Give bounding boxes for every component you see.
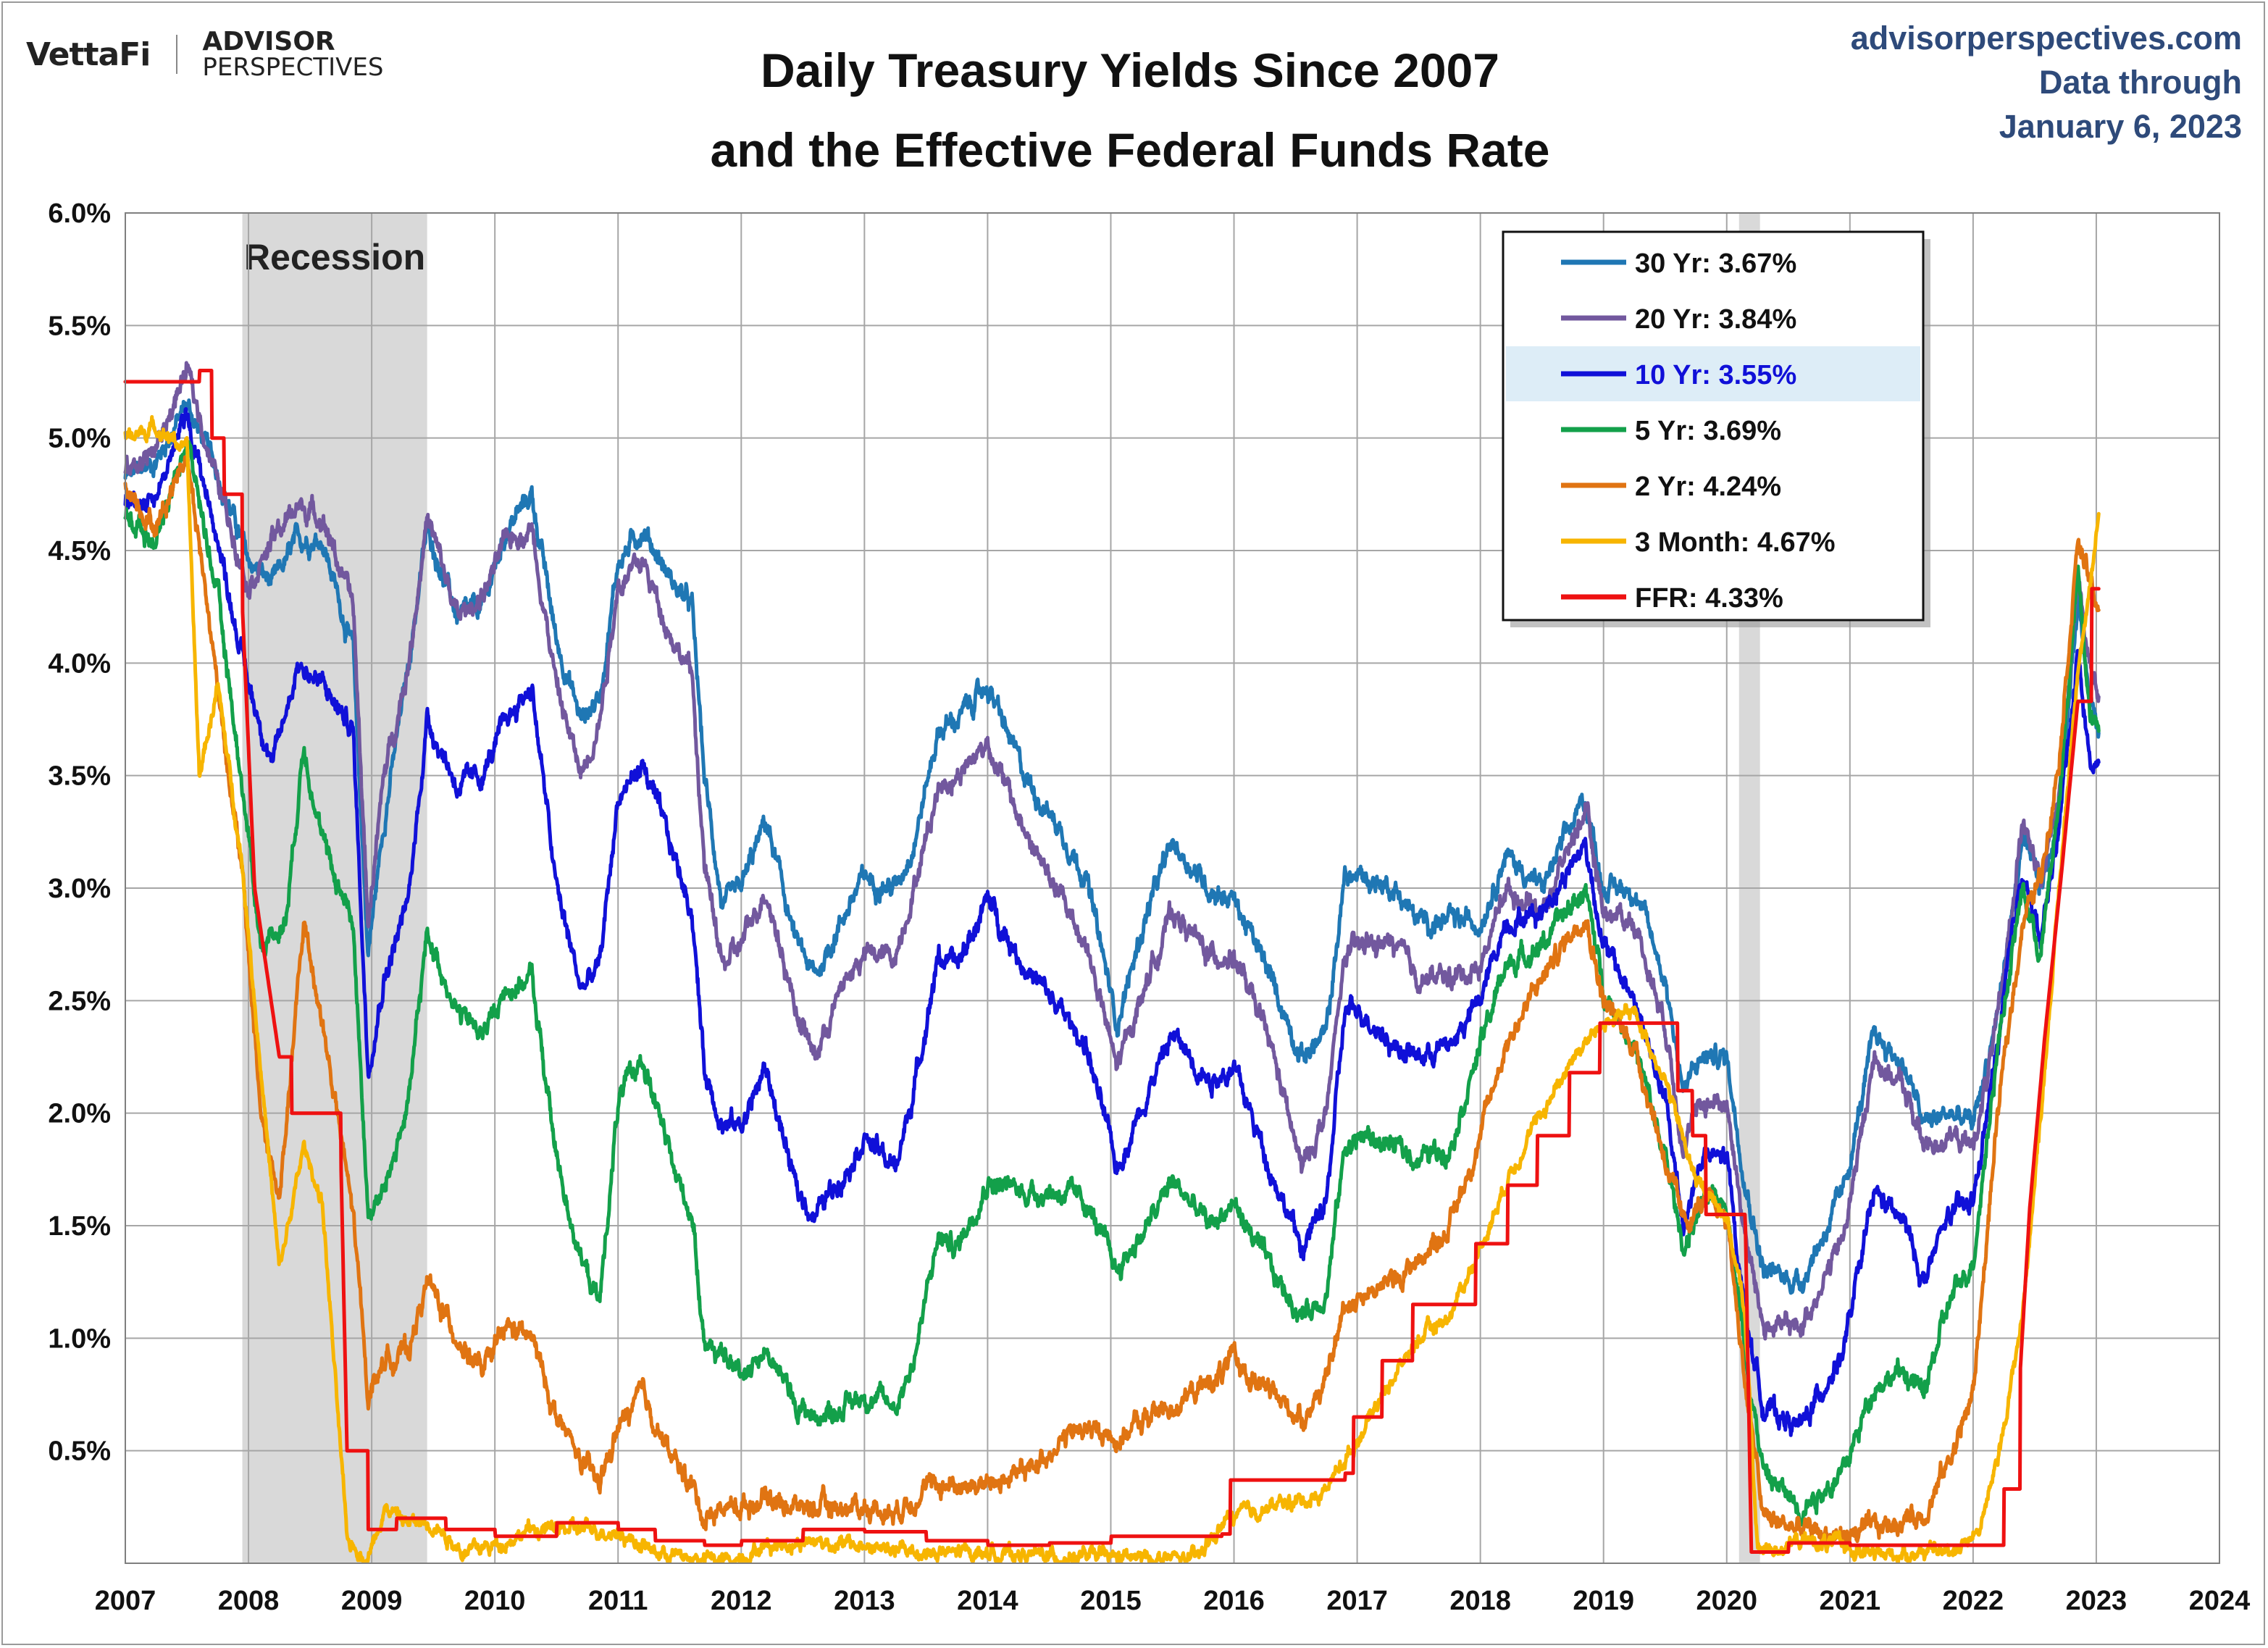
- x-tick-label: 2020: [1696, 1586, 1757, 1616]
- series-line-2-yr: [123, 454, 2101, 1546]
- source-date: January 6, 2023: [1999, 108, 2242, 145]
- y-tick-label: 4.0%: [48, 648, 111, 679]
- y-tick-label: 3.0%: [48, 874, 111, 904]
- vettafi-logo: VettaFi ADVISOR PERSPECTIVES: [26, 29, 383, 80]
- x-tick-label: 2017: [1326, 1586, 1388, 1616]
- x-tick-label: 2012: [711, 1586, 772, 1616]
- advisor-perspectives-wordmark: ADVISOR PERSPECTIVES: [202, 29, 383, 80]
- y-tick-label: 2.5%: [48, 986, 111, 1016]
- legend-label: 20 Yr: 3.84%: [1635, 304, 1796, 335]
- legend-label: FFR: 4.33%: [1635, 583, 1783, 614]
- chart-title: Daily Treasury Yields Since 2007 and the…: [579, 30, 1681, 190]
- y-tick-label: 2.0%: [48, 1099, 111, 1129]
- x-tick-label: 2022: [1943, 1586, 2004, 1616]
- series-line-20-yr: [123, 361, 2101, 1341]
- x-tick-label: 2014: [957, 1586, 1018, 1616]
- x-tick-label: 2007: [95, 1586, 156, 1616]
- legend-box: [1502, 230, 1925, 622]
- x-tick-label: 2018: [1449, 1586, 1511, 1616]
- y-tick-label: 5.0%: [48, 424, 111, 454]
- legend-label: 10 Yr: 3.55%: [1635, 360, 1796, 390]
- x-tick-label: 2013: [834, 1586, 895, 1616]
- logo-divider: [176, 35, 178, 74]
- x-tick-label: 2021: [1820, 1586, 1881, 1616]
- series-line-5-yr: [123, 437, 2101, 1527]
- x-tick-label: 2016: [1203, 1586, 1265, 1616]
- series-line-3-month: [123, 415, 2101, 1564]
- source-note: advisorperspectives.com Data through Jan…: [1851, 16, 2242, 149]
- vettafi-wordmark: VettaFi: [26, 35, 151, 73]
- y-tick-label: 6.0%: [48, 198, 111, 229]
- source-note-label: Data through: [2039, 64, 2242, 101]
- y-tick-label: 1.0%: [48, 1323, 111, 1354]
- title-line-1: Daily Treasury Yields Since 2007: [761, 43, 1499, 97]
- plot-border: [125, 212, 2220, 1564]
- legend-label: 5 Yr: 3.69%: [1635, 416, 1781, 446]
- x-tick-label: 2010: [464, 1586, 526, 1616]
- y-tick-label: 3.5%: [48, 761, 111, 792]
- x-tick-label: 2024: [2189, 1586, 2251, 1616]
- legend-label: 30 Yr: 3.67%: [1635, 248, 1796, 279]
- x-tick-label: 2015: [1080, 1586, 1142, 1616]
- y-tick-label: 4.5%: [48, 536, 111, 566]
- y-tick-label: 1.5%: [48, 1211, 111, 1242]
- x-tick-label: 2008: [218, 1586, 280, 1616]
- series-line-30-yr: [123, 398, 2101, 1295]
- title-line-2: and the Effective Federal Funds Rate: [710, 123, 1550, 177]
- legend-label: 2 Yr: 4.24%: [1635, 472, 1781, 502]
- series-line-ffr: [123, 369, 2101, 1554]
- x-tick-label: 2011: [588, 1586, 648, 1616]
- source-site: advisorperspectives.com: [1850, 20, 2242, 57]
- y-tick-label: 5.5%: [48, 311, 111, 341]
- x-tick-label: 2019: [1573, 1586, 1634, 1616]
- y-tick-label: 0.5%: [48, 1436, 111, 1467]
- x-tick-label: 2009: [341, 1586, 403, 1616]
- legend-label: 3 Month: 4.67%: [1635, 527, 1836, 558]
- x-tick-label: 2023: [2066, 1586, 2127, 1616]
- logo-perspectives-text: PERSPECTIVES: [202, 53, 384, 82]
- recession-label: Recession: [244, 237, 425, 277]
- series-line-10-yr: [123, 407, 2101, 1437]
- logo-advisor-text: ADVISOR: [202, 27, 335, 57]
